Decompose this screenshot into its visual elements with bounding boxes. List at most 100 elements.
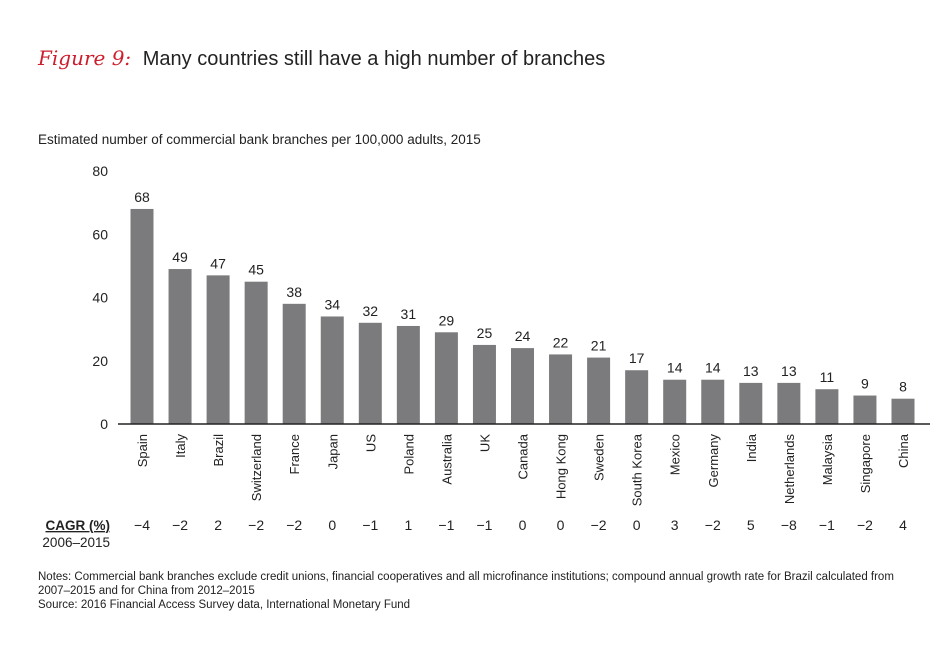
cagr-value: −1 bbox=[438, 517, 454, 533]
notes-line-1: Notes: Commercial bank branches exclude … bbox=[38, 571, 894, 583]
data-label: 29 bbox=[439, 312, 455, 328]
bar bbox=[739, 382, 763, 424]
cagr-value: 0 bbox=[519, 517, 527, 533]
bar bbox=[434, 332, 458, 424]
category-label: Switzerland bbox=[249, 434, 264, 501]
bar bbox=[549, 354, 573, 424]
bar bbox=[206, 275, 230, 424]
figure-label: Figure 9: bbox=[38, 46, 132, 70]
cagr-value: 4 bbox=[899, 517, 907, 533]
category-label: South Korea bbox=[630, 433, 645, 506]
data-label: 32 bbox=[363, 303, 379, 319]
cagr-value: −1 bbox=[819, 517, 835, 533]
category-label: Hong Kong bbox=[554, 434, 569, 499]
bar bbox=[244, 281, 268, 424]
bar bbox=[130, 208, 154, 424]
data-label: 45 bbox=[248, 262, 264, 278]
category-label: Brazil bbox=[211, 434, 226, 467]
category-label: Singapore bbox=[858, 434, 873, 493]
bar bbox=[320, 316, 344, 424]
bar bbox=[511, 348, 534, 424]
data-label: 47 bbox=[210, 255, 226, 271]
cagr-value: −2 bbox=[705, 517, 721, 533]
category-label: UK bbox=[477, 434, 492, 452]
y-tick-label: 40 bbox=[92, 290, 108, 306]
bar bbox=[815, 389, 839, 424]
cagr-value: −8 bbox=[781, 517, 797, 533]
cagr-value: 0 bbox=[633, 517, 641, 533]
bar bbox=[625, 370, 649, 424]
bar bbox=[282, 303, 306, 424]
y-tick-label: 80 bbox=[92, 163, 108, 179]
cagr-value: −1 bbox=[476, 517, 492, 533]
cagr-header: CAGR (%) bbox=[46, 518, 111, 533]
data-label: 38 bbox=[286, 284, 302, 300]
category-label: Sweden bbox=[592, 434, 607, 481]
data-label: 11 bbox=[820, 369, 835, 385]
category-label: Malaysia bbox=[820, 433, 835, 485]
cagr-value: −2 bbox=[172, 517, 188, 533]
data-label: 24 bbox=[515, 328, 531, 344]
bar bbox=[701, 379, 725, 424]
data-label: 34 bbox=[324, 296, 340, 312]
cagr-period: 2006–2015 bbox=[42, 535, 110, 550]
bar bbox=[396, 325, 420, 424]
y-tick-label: 20 bbox=[92, 353, 108, 369]
figure-title: Figure 9: Many countries still have a hi… bbox=[38, 46, 605, 71]
category-label: Netherlands bbox=[782, 434, 797, 505]
bar bbox=[891, 398, 915, 424]
figure-heading: Many countries still have a high number … bbox=[142, 48, 606, 70]
cagr-value: 0 bbox=[557, 517, 565, 533]
data-label: 17 bbox=[629, 350, 645, 366]
bar bbox=[168, 269, 192, 424]
category-label: US bbox=[363, 434, 378, 452]
category-label: France bbox=[287, 434, 302, 474]
data-label: 8 bbox=[899, 379, 907, 395]
cagr-value: 1 bbox=[404, 517, 412, 533]
cagr-value: −2 bbox=[286, 517, 302, 533]
bar bbox=[777, 382, 801, 424]
data-label: 9 bbox=[861, 376, 869, 392]
cagr-value: −1 bbox=[362, 517, 378, 533]
category-label: Japan bbox=[325, 434, 340, 469]
category-label: China bbox=[896, 433, 911, 468]
data-label: 14 bbox=[667, 360, 683, 376]
data-label: 22 bbox=[553, 334, 569, 350]
bar bbox=[587, 357, 611, 424]
category-label: Germany bbox=[706, 434, 721, 488]
category-label: Spain bbox=[135, 434, 150, 467]
category-label: Canada bbox=[516, 433, 531, 479]
data-label: 13 bbox=[743, 363, 759, 379]
cagr-value: 3 bbox=[671, 517, 679, 533]
y-tick-label: 0 bbox=[100, 416, 108, 432]
cagr-value: 5 bbox=[747, 517, 755, 533]
data-label: 49 bbox=[172, 249, 188, 265]
cagr-value: −2 bbox=[248, 517, 264, 533]
cagr-value: 0 bbox=[328, 517, 336, 533]
data-label: 13 bbox=[781, 363, 797, 379]
data-label: 21 bbox=[591, 338, 607, 354]
bar bbox=[663, 379, 687, 424]
category-label: Italy bbox=[173, 434, 188, 458]
bar bbox=[358, 322, 382, 424]
cagr-value: −2 bbox=[857, 517, 873, 533]
category-label: Australia bbox=[439, 433, 454, 484]
category-label: Poland bbox=[401, 434, 416, 474]
data-label: 31 bbox=[401, 306, 417, 322]
chart-notes: Notes: Commercial bank branches exclude … bbox=[38, 570, 918, 612]
chart-subtitle: Estimated number of commercial bank bran… bbox=[38, 132, 481, 147]
category-label: Mexico bbox=[668, 434, 683, 475]
bar-chart: 02040608068Spain−449Italy−247Brazil245Sw… bbox=[42, 163, 930, 550]
cagr-value: 2 bbox=[214, 517, 222, 533]
cagr-value: −2 bbox=[591, 517, 607, 533]
bar bbox=[853, 395, 877, 424]
bar bbox=[472, 344, 496, 424]
y-tick-label: 60 bbox=[92, 226, 108, 242]
source-line: Source: 2016 Financial Access Survey dat… bbox=[38, 599, 411, 611]
data-label: 14 bbox=[705, 360, 721, 376]
cagr-value: −4 bbox=[134, 517, 150, 533]
notes-line-2: 2007–2015 and for China from 2012–2015 bbox=[38, 585, 255, 597]
category-label: India bbox=[744, 433, 759, 462]
data-label: 25 bbox=[477, 325, 493, 341]
data-label: 68 bbox=[134, 189, 150, 205]
